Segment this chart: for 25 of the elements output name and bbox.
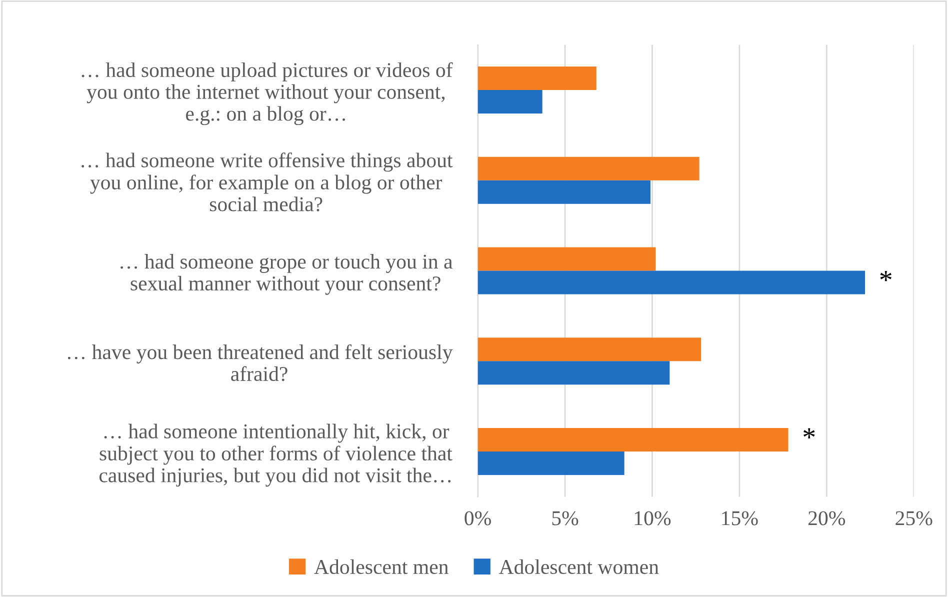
bar — [478, 270, 866, 294]
y-tick-label: … had someone grope or touch you in a sexual manner without your consent? — [120, 254, 452, 295]
bar — [478, 180, 650, 204]
legend-label: Adolescent women — [498, 559, 659, 574]
bar — [478, 428, 788, 452]
bar — [478, 90, 542, 114]
x-tick-label: 0% — [464, 511, 491, 526]
bar — [478, 338, 702, 362]
bar — [478, 156, 700, 180]
x-tick-label: 5% — [552, 511, 578, 526]
y-tick-label: … have you been threatened and felt seriously afraid? — [68, 344, 453, 382]
x-tick-label: 20% — [808, 511, 846, 526]
legend-label: Adolescent men — [314, 559, 448, 574]
x-tick-label: 10% — [634, 511, 671, 526]
y-tick-label: … had someone upload pictures or videos of you onto the internet without your consent, e.g.: on a blog or… — [82, 62, 453, 126]
y-tick-label: … had someone intentionally hit, kick, or subject you to other forms of violence that caused injuries, but you did not visit the… — [99, 424, 452, 487]
bar — [478, 452, 624, 476]
bar — [478, 66, 596, 90]
x-tick-label: 15% — [722, 511, 758, 526]
y-tick-label: … had someone write offensive things about you online, for example on a blog or other social media? — [82, 152, 453, 212]
annotation: * — [880, 270, 892, 282]
x-tick-label: 25% — [896, 511, 932, 526]
bar — [478, 247, 656, 271]
bar — [478, 361, 670, 385]
annotation: * — [804, 428, 815, 438]
